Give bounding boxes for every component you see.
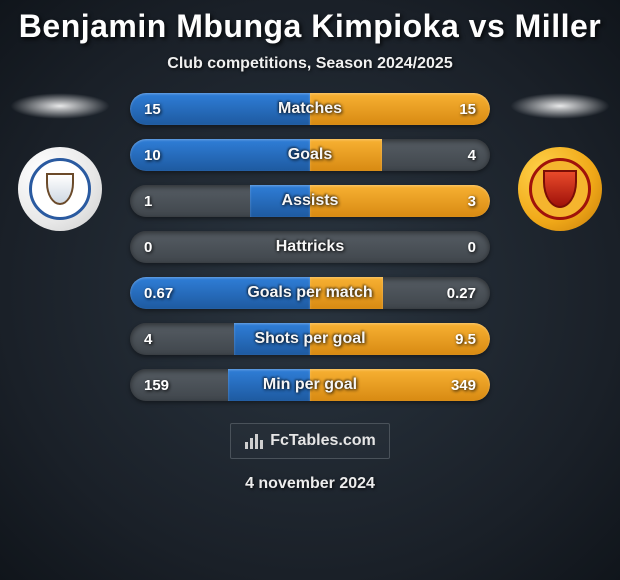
page-title: Benjamin Mbunga Kimpioka vs Miller — [19, 8, 601, 45]
stat-fill-left — [130, 139, 310, 171]
stat-fill-right — [310, 323, 490, 355]
stats-bar-chart: 1515Matches104Goals13Assists00Hattricks0… — [130, 93, 490, 401]
stat-fill-right — [310, 93, 490, 125]
stat-label: Hattricks — [130, 231, 490, 263]
stat-row: 104Goals — [130, 139, 490, 171]
stat-row: 0.670.27Goals per match — [130, 277, 490, 309]
right-team-column — [500, 93, 620, 231]
brand-footer: FcTables.com — [230, 423, 390, 459]
stat-value-left: 4 — [144, 323, 152, 355]
stat-fill-left — [130, 277, 310, 309]
stat-fill-right — [310, 139, 382, 171]
team-crest-left — [18, 147, 102, 231]
stat-fill-left — [130, 93, 310, 125]
stat-value-left: 1 — [144, 185, 152, 217]
stat-row: 13Assists — [130, 185, 490, 217]
badge-icon — [543, 170, 577, 208]
team-crest-right — [518, 147, 602, 231]
stat-value-right: 4 — [468, 139, 476, 171]
brand-text: FcTables.com — [270, 432, 376, 450]
stat-row: 49.5Shots per goal — [130, 323, 490, 355]
stat-value-left: 159 — [144, 369, 169, 401]
stat-fill-left — [234, 323, 310, 355]
stat-fill-right — [310, 185, 490, 217]
stat-row: 1515Matches — [130, 93, 490, 125]
shield-icon — [46, 173, 74, 205]
date-text: 4 november 2024 — [245, 475, 375, 493]
left-team-column — [0, 93, 120, 231]
stat-value-right: 0 — [468, 231, 476, 263]
stat-fill-left — [228, 369, 310, 401]
infographic-container: Benjamin Mbunga Kimpioka vs Miller Club … — [0, 0, 620, 580]
stat-fill-left — [250, 185, 310, 217]
glow-ellipse-right — [510, 93, 610, 119]
team-crest-left-inner — [29, 158, 91, 220]
page-subtitle: Club competitions, Season 2024/2025 — [167, 55, 452, 73]
stat-fill-right — [310, 277, 383, 309]
stat-row: 0 0Hattricks — [130, 231, 490, 263]
stat-value-right: 0.27 — [447, 277, 476, 309]
stat-fill-right — [310, 369, 490, 401]
stat-value-left: 0 — [144, 231, 152, 263]
main-area: 1515Matches104Goals13Assists00Hattricks0… — [0, 93, 620, 401]
team-crest-right-inner — [529, 158, 591, 220]
bar-chart-icon — [244, 432, 264, 450]
glow-ellipse-left — [10, 93, 110, 119]
stat-row: 159349Min per goal — [130, 369, 490, 401]
